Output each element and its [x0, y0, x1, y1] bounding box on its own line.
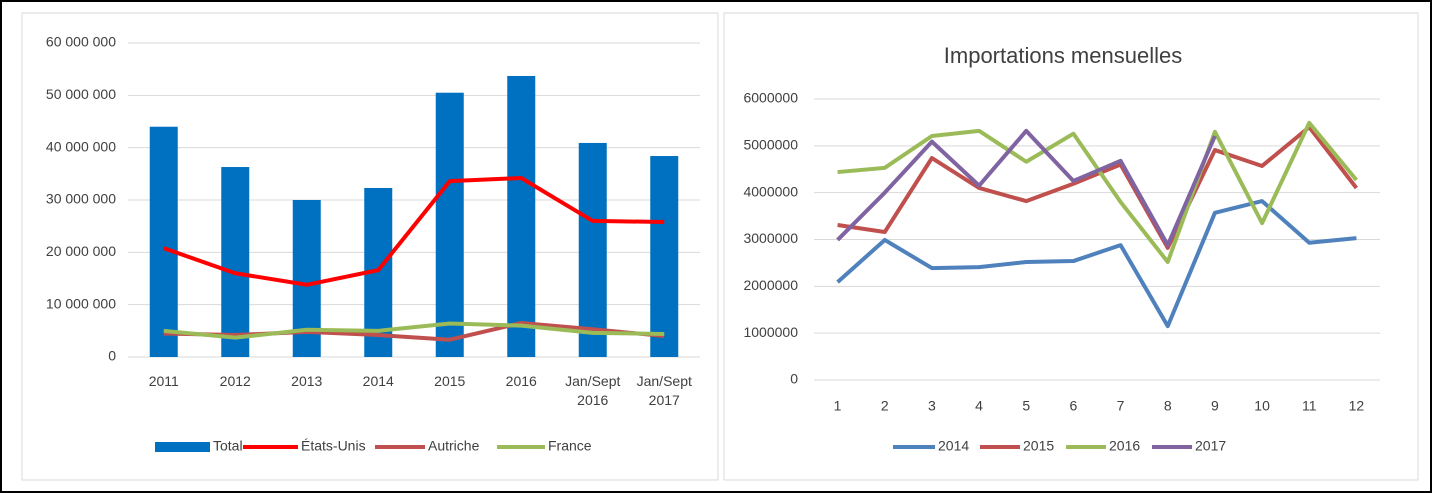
x-tick-label: 2011: [148, 373, 179, 389]
y-tick-label: 6000000: [743, 90, 798, 106]
y-tick-label: 5000000: [743, 137, 798, 153]
x-tick-label: 1: [834, 398, 842, 414]
chart-title: Importations mensuelles: [944, 43, 1182, 68]
bar: [221, 167, 250, 357]
x-tick-label: 12: [1349, 398, 1365, 414]
series-line: [163, 321, 665, 340]
bar: [507, 75, 536, 357]
legend-label: 2017: [1195, 438, 1226, 454]
bar: [149, 126, 178, 357]
y-tick-label: 10 000 000: [46, 295, 116, 311]
y-tick-label: 3000000: [743, 230, 798, 246]
series-line: [836, 128, 1217, 248]
y-tick-label: 0: [108, 348, 116, 364]
x-tick-label: 2: [881, 398, 889, 414]
x-tick-label: 2016: [505, 373, 537, 389]
series-line: [837, 125, 1359, 250]
legend-label: 2014: [938, 438, 969, 454]
x-tick-label: Jan/Sept 2016: [565, 373, 621, 408]
bar: [650, 156, 679, 357]
bar: [578, 142, 607, 357]
legend-label: Autriche: [428, 438, 480, 454]
x-tick-label: 11: [1302, 398, 1317, 414]
x-tick-label: 4: [975, 398, 983, 414]
series-line: [837, 120, 1358, 264]
x-tick-label: 10: [1254, 398, 1270, 414]
x-tick-label: 9: [1211, 398, 1219, 414]
x-tick-label: 3: [928, 398, 936, 414]
series-line: [163, 176, 665, 287]
y-tick-label: 0: [790, 371, 798, 387]
y-tick-label: 4000000: [743, 183, 798, 199]
y-tick-label: 30 000 000: [46, 191, 116, 207]
legend-label: États-Unis: [301, 438, 366, 454]
y-tick-label: 20 000 000: [46, 243, 116, 259]
bar: [435, 92, 464, 357]
x-tick-label: 2014: [362, 373, 394, 389]
legend-label: 2016: [1109, 438, 1140, 454]
y-tick-label: 60 000 000: [46, 34, 116, 50]
x-tick-label: Jan/Sept 2017: [636, 373, 692, 408]
x-tick-label: 2013: [291, 373, 323, 389]
x-tick-label: 2012: [219, 373, 251, 389]
y-tick-label: 1000000: [743, 324, 798, 340]
y-tick-label: 40 000 000: [46, 138, 116, 154]
x-tick-label: 6: [1070, 398, 1078, 414]
legend-label: France: [548, 438, 592, 454]
x-tick-label: 8: [1164, 398, 1172, 414]
x-tick-label: 2015: [434, 373, 466, 389]
legend-label: 2015: [1023, 438, 1054, 454]
y-tick-label: 2000000: [743, 277, 798, 293]
legend-label: Total: [213, 438, 243, 454]
chart-panel: [723, 12, 1419, 481]
legend-swatch: [155, 442, 210, 452]
y-tick-label: 50 000 000: [46, 86, 116, 102]
x-tick-label: 5: [1022, 398, 1030, 414]
x-tick-label: 7: [1117, 398, 1125, 414]
